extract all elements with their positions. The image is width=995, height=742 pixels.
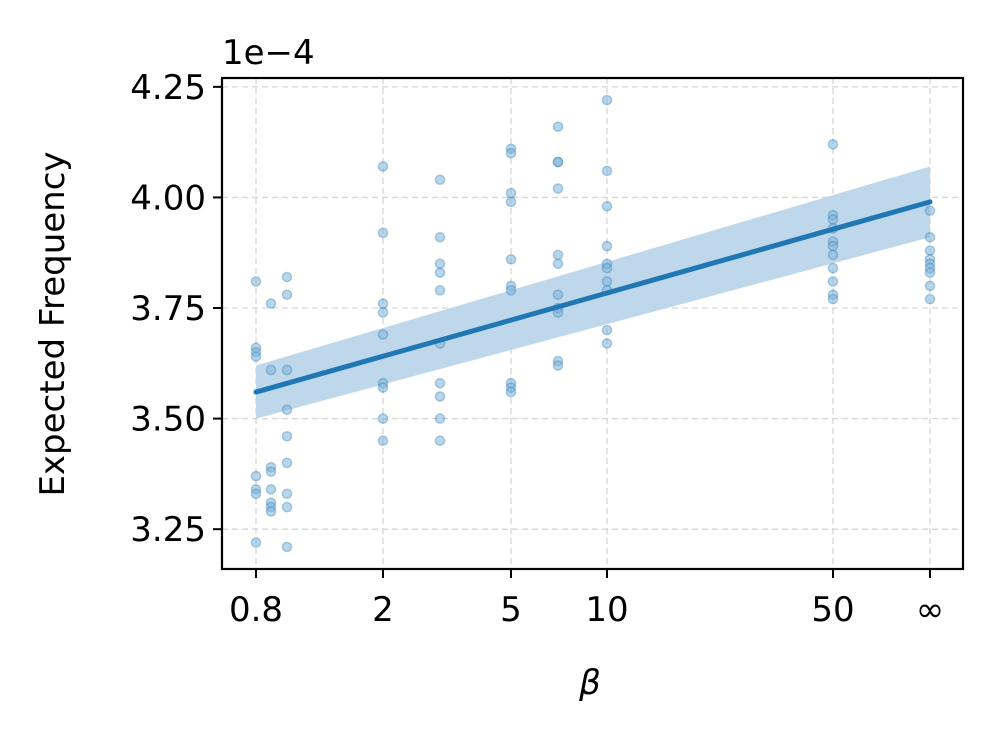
data-point: [377, 413, 389, 424]
data-point: [434, 413, 446, 424]
data-point: [552, 258, 564, 270]
data-point: [250, 276, 262, 287]
x-tick-label: ∞: [916, 590, 944, 630]
data-point: [250, 351, 262, 362]
data-point: [434, 174, 446, 186]
data-point: [601, 324, 613, 336]
data-point: [924, 293, 936, 305]
data-points: [250, 94, 936, 553]
data-point: [434, 267, 446, 278]
data-point: [552, 183, 564, 194]
data-point: [281, 404, 293, 416]
data-point: [250, 537, 262, 548]
data-point: [827, 214, 839, 225]
data-point: [924, 231, 936, 243]
data-point: [281, 488, 293, 500]
x-tick-label: 0.8: [229, 590, 283, 630]
data-point: [924, 245, 936, 256]
grid: [222, 78, 963, 569]
y-axis-label: Expected Frequency: [33, 151, 73, 496]
data-point: [281, 457, 293, 469]
data-point: [434, 435, 446, 447]
x-tick-label: 2: [372, 590, 394, 630]
data-point: [552, 249, 564, 261]
data-point: [377, 307, 389, 318]
y-tick-label: 3.25: [130, 510, 206, 550]
y-axis-ticks: 3.25 3.50 3.75 4.00 4.25: [130, 68, 222, 550]
data-point: [434, 391, 446, 402]
data-point: [552, 121, 564, 132]
data-point: [281, 501, 293, 513]
data-point: [281, 289, 293, 301]
data-point: [434, 377, 446, 389]
data-point: [505, 386, 517, 398]
y-tick-label: 4.25: [130, 68, 206, 108]
data-point: [601, 240, 613, 252]
data-point: [281, 271, 293, 283]
y-tick-label: 3.75: [130, 289, 206, 329]
x-tick-label: 50: [811, 590, 854, 630]
data-point: [505, 187, 517, 199]
data-point: [601, 262, 613, 274]
data-point: [601, 165, 613, 177]
y-offset-text: 1e−4: [222, 33, 315, 73]
x-axis-ticks: 0.8 2 5 10 50 ∞: [229, 569, 944, 630]
data-point: [434, 231, 446, 243]
data-point: [827, 249, 839, 261]
data-point: [434, 258, 446, 270]
data-point: [827, 293, 839, 305]
data-point: [377, 227, 389, 239]
data-point: [827, 262, 839, 274]
data-point: [601, 338, 613, 349]
data-point: [827, 139, 839, 150]
data-point: [552, 360, 564, 371]
x-tick-label: 10: [585, 590, 628, 630]
data-point: [377, 435, 389, 447]
data-point: [601, 276, 613, 287]
y-tick-label: 4.00: [130, 178, 206, 218]
data-point: [505, 285, 517, 296]
data-point: [265, 466, 277, 477]
data-point: [265, 364, 277, 376]
data-point: [552, 156, 564, 168]
data-point: [924, 267, 936, 278]
data-point: [250, 470, 262, 482]
data-point: [601, 94, 613, 106]
data-point: [377, 382, 389, 393]
data-point: [281, 430, 293, 442]
data-point: [265, 484, 277, 495]
data-point: [924, 205, 936, 217]
confidence-band: [256, 166, 930, 419]
x-tick-label: 5: [500, 590, 522, 630]
data-point: [265, 298, 277, 309]
data-point: [601, 200, 613, 212]
data-point: [434, 285, 446, 296]
x-axis-label: β: [578, 663, 601, 703]
data-point: [377, 298, 389, 309]
data-point: [377, 161, 389, 172]
data-point: [265, 506, 277, 517]
data-point: [505, 196, 517, 208]
regression-line: [253, 199, 933, 395]
data-point: [250, 488, 262, 500]
data-point: [924, 280, 936, 292]
data-point: [827, 276, 839, 287]
data-point: [505, 254, 517, 265]
data-point: [505, 147, 517, 159]
data-point: [827, 240, 839, 252]
data-point: [281, 364, 293, 376]
plot-frame: [220, 76, 965, 571]
data-point: [552, 289, 564, 301]
data-point: [377, 329, 389, 340]
y-tick-label: 3.50: [130, 400, 206, 440]
data-point: [281, 541, 293, 553]
